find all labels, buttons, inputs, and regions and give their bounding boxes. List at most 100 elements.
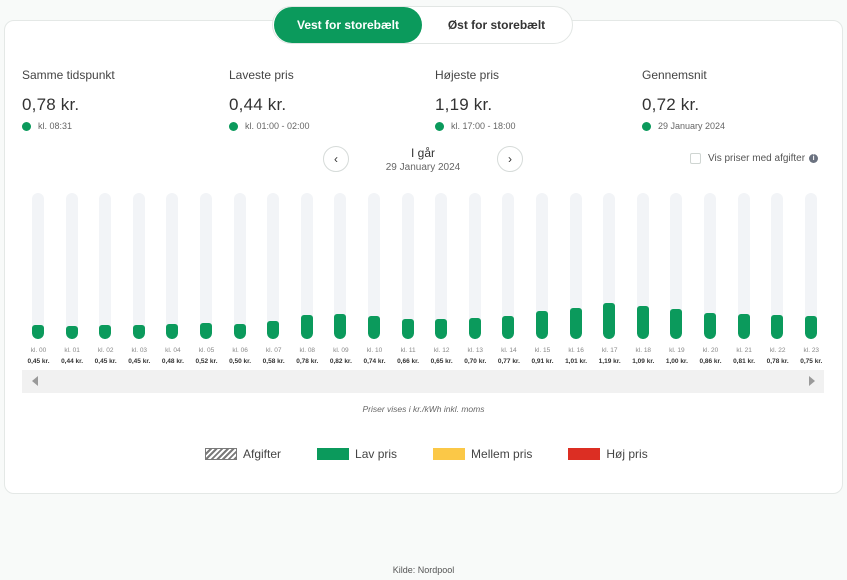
legend-item-fees: Afgifter (205, 447, 281, 461)
stat-sub: 29 January 2024 (658, 121, 726, 131)
stat-value: 1,19 kr. (435, 95, 493, 114)
price-bar[interactable] (267, 321, 280, 339)
stat-value: 0,72 kr. (642, 95, 700, 114)
bar-track (771, 193, 784, 339)
price-data-label: 1,01 kr. (565, 358, 588, 365)
price-data-label: 0,45 kr. (128, 358, 151, 365)
price-bar[interactable] (603, 303, 616, 339)
hour-tick-label: kl. 21 (736, 347, 752, 354)
fees-checkbox-label: Vis priser med afgifter (708, 153, 806, 164)
red-swatch-icon (568, 448, 601, 460)
price-data-label: 0,45 kr. (27, 358, 50, 365)
price-bar[interactable] (670, 309, 683, 339)
hour-tick-label: kl. 17 (601, 347, 618, 354)
price-bar[interactable] (401, 319, 414, 339)
info-icon[interactable]: i (809, 154, 819, 163)
legend-label: Høj pris (606, 447, 648, 461)
prev-day-button[interactable]: ‹ (323, 146, 349, 172)
bar-track (804, 193, 817, 339)
price-bar[interactable] (771, 315, 784, 339)
scroll-left-icon[interactable] (32, 376, 38, 386)
green-dot-icon (229, 121, 238, 131)
bar-track (267, 193, 280, 339)
green-dot-icon (642, 121, 651, 131)
hour-tick-label: kl. 12 (433, 347, 450, 354)
bar-track (670, 193, 683, 339)
green-swatch-icon (317, 448, 350, 460)
bar-track (704, 193, 716, 339)
price-bar[interactable] (200, 323, 212, 339)
price-bar[interactable] (368, 316, 380, 339)
hour-tick-label: kl. 16 (568, 347, 584, 354)
price-bar[interactable] (737, 314, 750, 339)
price-data-label: 0,91 kr. (531, 358, 554, 365)
price-bar[interactable] (435, 319, 448, 339)
price-data-label: 0,78 kr. (296, 358, 319, 365)
price-data-label: 0,74 kr. (363, 358, 386, 365)
price-bar[interactable] (65, 326, 78, 339)
unit-note: Priser vises i kr./kWh inkl. moms (362, 404, 485, 414)
stat-lowest: Laveste pris 0,44 kr. kl. 01:00 - 02:00 (229, 68, 310, 131)
price-bar[interactable] (804, 316, 817, 339)
price-bar[interactable] (569, 308, 582, 339)
hour-tick-label: kl. 19 (669, 347, 685, 354)
stat-label: Højeste pris (435, 68, 500, 82)
bar-track (99, 193, 112, 339)
price-data-label: 0,45 kr. (94, 358, 117, 365)
chevron-right-icon: › (508, 152, 512, 166)
price-data-label: 1,00 kr. (665, 358, 688, 365)
bar-track (300, 193, 313, 339)
chart-scrollbar[interactable] (22, 370, 824, 393)
date-label: 29 January 2024 (385, 162, 461, 173)
price-data-label: 0,70 kr. (464, 358, 487, 365)
price-bar[interactable] (334, 314, 347, 339)
hour-tick-label: kl. 04 (165, 347, 181, 354)
bar-track (200, 193, 212, 339)
price-data-label: 0,81 kr. (733, 358, 756, 365)
tab-oest[interactable]: Øst for storebælt (447, 18, 546, 32)
bar-track (32, 193, 44, 339)
price-data-label: 0,75 kr. (800, 358, 823, 365)
stat-sub: kl. 08:31 (38, 121, 73, 131)
price-bar[interactable] (636, 306, 649, 339)
price-bar[interactable] (99, 325, 112, 339)
bar-track (737, 193, 750, 339)
bar-track (65, 193, 78, 339)
tab-vest[interactable]: Vest for storebælt (274, 7, 422, 43)
bar-track (468, 193, 481, 339)
price-bar[interactable] (233, 324, 246, 339)
legend-label: Afgifter (243, 447, 282, 461)
scroll-right-icon[interactable] (809, 376, 815, 386)
next-day-button[interactable]: › (497, 146, 523, 172)
bar-track (233, 193, 246, 339)
stat-sub: kl. 17:00 - 18:00 (451, 121, 516, 131)
price-bar[interactable] (704, 313, 716, 339)
legend-item-high: Høj pris (568, 447, 648, 461)
stat-label: Laveste pris (229, 68, 294, 82)
stat-highest: Højeste pris 1,19 kr. kl. 17:00 - 18:00 (435, 68, 516, 131)
fees-checkbox[interactable]: Vis priser med afgifter i (690, 153, 819, 164)
price-bar[interactable] (502, 316, 515, 339)
price-data-label: 0,58 kr. (262, 358, 285, 365)
price-bar[interactable] (300, 315, 313, 339)
day-label: I går (410, 146, 435, 160)
price-data-label: 1,19 kr. (598, 358, 621, 365)
stat-value: 0,78 kr. (22, 95, 80, 114)
hourly-price-chart: kl. 00 0,45 kr. kl. 01 0,44 kr. kl. 02 0,45 k… (22, 193, 824, 368)
price-bar[interactable] (468, 318, 481, 339)
price-bar[interactable] (536, 311, 548, 339)
hour-tick-label: kl. 03 (131, 347, 148, 354)
price-data-label: 0,50 kr. (229, 358, 252, 365)
bar-track (166, 193, 179, 339)
bar-track (569, 193, 582, 339)
price-data-label: 0,66 kr. (397, 358, 420, 365)
checkbox-icon[interactable] (690, 153, 701, 164)
price-data-label: 0,44 kr. (61, 358, 84, 365)
hour-tick-label: kl. 01 (64, 347, 80, 354)
price-bar[interactable] (166, 324, 179, 339)
hatch-swatch-icon (205, 448, 237, 460)
region-toggle: Vest for storebælt Øst for storebælt (272, 6, 573, 44)
price-bar[interactable] (132, 325, 145, 339)
price-bar[interactable] (32, 325, 44, 339)
bar-track (603, 193, 616, 339)
